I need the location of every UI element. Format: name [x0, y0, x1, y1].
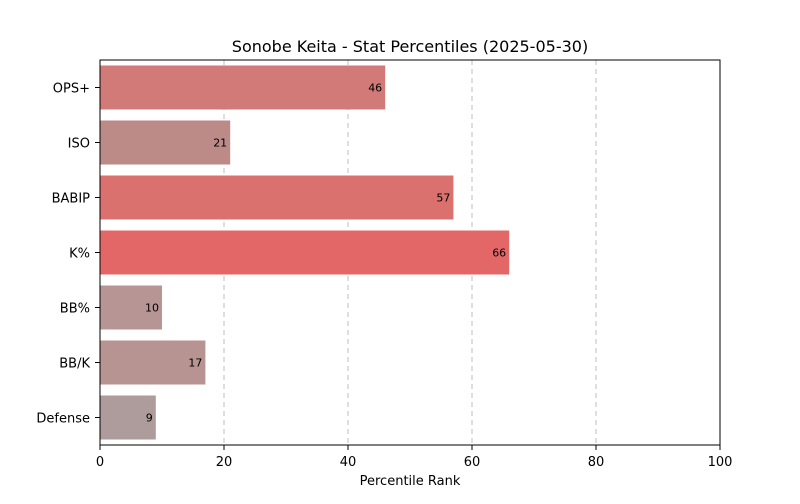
bar-value-label: 66 — [492, 247, 506, 260]
x-tick-label: 20 — [216, 455, 233, 470]
x-tick-label: 60 — [464, 455, 481, 470]
x-tick-label: 100 — [708, 455, 733, 470]
bar-value-label: 17 — [188, 357, 202, 370]
bar — [100, 175, 454, 220]
y-tick-label: BABIP — [52, 192, 91, 207]
bar-value-label: 46 — [368, 82, 382, 95]
bar — [100, 285, 162, 330]
bar-value-label: 57 — [436, 192, 450, 205]
y-tick-label: BB/K — [59, 357, 90, 372]
chart-title: Sonobe Keita - Stat Percentiles (2025-05… — [232, 37, 588, 56]
y-tick-label: OPS+ — [53, 82, 90, 97]
y-tick-label: Defense — [36, 412, 90, 427]
bar — [100, 395, 156, 440]
bar — [100, 120, 231, 165]
bar-value-label: 9 — [146, 412, 153, 425]
x-tick-label: 0 — [96, 455, 104, 470]
y-tick-label: K% — [69, 247, 90, 262]
bar-value-label: 10 — [145, 302, 159, 315]
x-tick-label: 40 — [340, 455, 357, 470]
y-axis-ticks: OPS+ ISO BABIP K% BB% BB/K Defense — [36, 82, 100, 427]
y-tick-label: BB% — [60, 302, 90, 317]
bars: 46 21 57 66 10 17 9 — [100, 65, 510, 440]
y-tick-label: ISO — [68, 137, 90, 152]
bar — [100, 230, 510, 275]
bar-value-label: 21 — [213, 137, 227, 150]
bar — [100, 65, 386, 110]
x-axis-ticks: 0 20 40 60 80 100 — [96, 445, 733, 470]
bar — [100, 340, 206, 385]
x-axis-label: Percentile Rank — [360, 474, 461, 489]
x-tick-label: 80 — [588, 455, 605, 470]
